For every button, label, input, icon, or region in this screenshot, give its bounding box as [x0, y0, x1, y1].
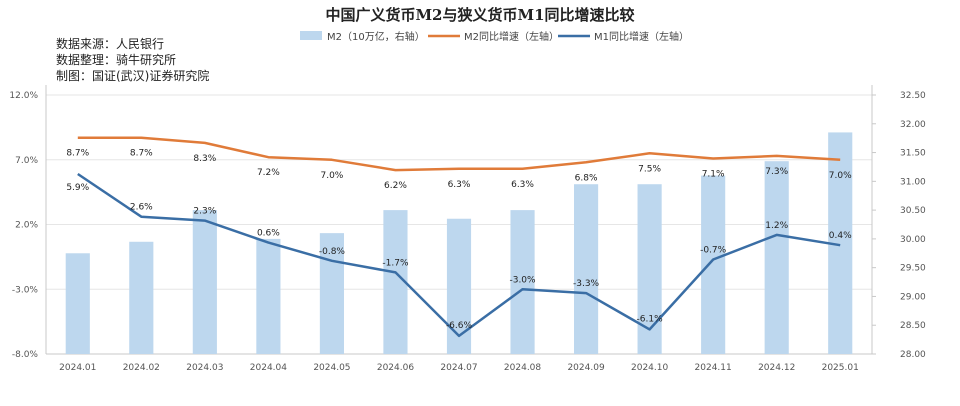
legend-label-m2-line: M2同比增速（左轴） — [464, 30, 559, 43]
x-tick-label: 2024.03 — [186, 363, 223, 373]
m1-growth-data-label: -3.3% — [573, 279, 600, 289]
m1-growth-data-label: -0.7% — [700, 245, 727, 255]
m1-growth-data-label: -6.1% — [637, 314, 664, 324]
left-tick-label: 2.0% — [15, 221, 38, 231]
right-tick-label: 28.50 — [900, 321, 926, 331]
legend-label-m1-line: M1同比增速（左轴） — [594, 30, 689, 43]
m2-bar — [574, 184, 599, 354]
right-tick-label: 31.00 — [900, 177, 926, 187]
m1-growth-data-label: 2.3% — [193, 207, 216, 217]
m2-growth-data-label: 7.1% — [702, 169, 725, 179]
m2-bar — [764, 161, 789, 354]
m2-bar — [256, 238, 281, 354]
m2-growth-data-label: 6.3% — [448, 180, 471, 190]
m2-growth-data-label: 7.5% — [638, 164, 661, 174]
m1-growth-line — [77, 172, 841, 338]
right-tick-label: 30.50 — [900, 206, 926, 216]
x-tick-label: 2024.06 — [377, 363, 414, 373]
x-tick-label: 2024.09 — [567, 363, 604, 373]
source-line-data: 数据来源：人民银行 — [56, 36, 164, 51]
right-tick-label: 32.50 — [900, 91, 926, 101]
m2-bar — [510, 210, 535, 354]
legend-swatch-m2-bar — [300, 31, 322, 40]
right-tick-label: 29.00 — [900, 292, 926, 302]
x-tick-label: 2024.08 — [504, 363, 541, 373]
x-tick-label: 2025.01 — [822, 363, 859, 373]
m2-growth-data-label: 8.7% — [66, 149, 89, 159]
m2-bar — [319, 233, 344, 354]
m1-growth-data-label: -3.0% — [509, 275, 536, 285]
x-tick-label: 2024.01 — [59, 363, 96, 373]
left-tick-label: 12.0% — [9, 91, 38, 101]
m2-bar — [192, 210, 217, 354]
source-block: 数据来源：人民银行 数据整理：骑牛研究所 制图：国证(武汉)证券研究院 — [56, 36, 209, 83]
m2-bar — [446, 218, 472, 354]
right-tick-label: 32.00 — [900, 120, 926, 130]
m2-growth-data-label: 7.0% — [829, 171, 852, 181]
x-tick-label: 2024.11 — [695, 363, 732, 373]
legend: M2（10万亿，右轴） M2同比增速（左轴） M1同比增速（左轴） — [300, 30, 689, 43]
m2-growth-line — [77, 136, 841, 172]
m2-growth-data-label: 8.7% — [130, 149, 153, 159]
source-line-chart: 制图：国证(武汉)证券研究院 — [56, 68, 209, 83]
plot-area: -8.0% -3.0% 2.0% 7.0% 12.0% 28.00 28.50 29.00 29… — [9, 85, 926, 373]
m1-growth-data-label: 1.2% — [765, 221, 788, 231]
m2-growth-data-label: 6.8% — [575, 173, 598, 183]
right-tick-label: 29.50 — [900, 264, 926, 274]
left-tick-label: -8.0% — [12, 350, 39, 360]
source-line-compiled: 数据整理：骑牛研究所 — [56, 52, 176, 67]
legend-label-m2-bar: M2（10万亿，右轴） — [327, 30, 425, 43]
m2-growth-data-label: 7.3% — [765, 167, 788, 177]
m2-growth-data-label: 7.0% — [320, 171, 343, 181]
m2-bar — [65, 253, 90, 354]
m1-growth-data-label: 2.6% — [130, 203, 153, 213]
right-tick-label: 28.00 — [900, 350, 926, 360]
x-tick-label: 2024.04 — [250, 363, 287, 373]
m2-bar — [701, 175, 726, 354]
left-tick-label: 7.0% — [15, 156, 38, 166]
m1-growth-data-label: -1.7% — [382, 258, 409, 268]
m2-growth-data-label: 8.3% — [193, 154, 216, 164]
chart-title: 中国广义货币M2与狭义货币M1同比增速比较 — [325, 6, 634, 24]
x-tick-label: 2024.10 — [631, 363, 668, 373]
m2-growth-data-label: 6.3% — [511, 180, 534, 190]
m1-growth-data-label: 5.9% — [66, 183, 89, 193]
x-tick-label: 2024.07 — [440, 363, 477, 373]
m1-growth-data-label: -6.6% — [446, 321, 473, 331]
right-tick-label: 30.00 — [900, 235, 926, 245]
m1-growth-data-label: 0.6% — [257, 229, 280, 239]
m1-growth-data-label: 0.4% — [829, 231, 852, 241]
x-tick-label: 2024.05 — [313, 363, 350, 373]
m2-bar — [129, 241, 154, 354]
x-tick-label: 2024.12 — [758, 363, 795, 373]
m1-growth-data-label: -0.8% — [319, 247, 346, 257]
m2-growth-data-label: 6.2% — [384, 181, 407, 191]
right-tick-label: 31.50 — [900, 149, 926, 159]
left-tick-label: -3.0% — [12, 285, 39, 295]
x-tick-label: 2024.02 — [123, 363, 160, 373]
m2-growth-data-label: 7.2% — [257, 168, 280, 178]
